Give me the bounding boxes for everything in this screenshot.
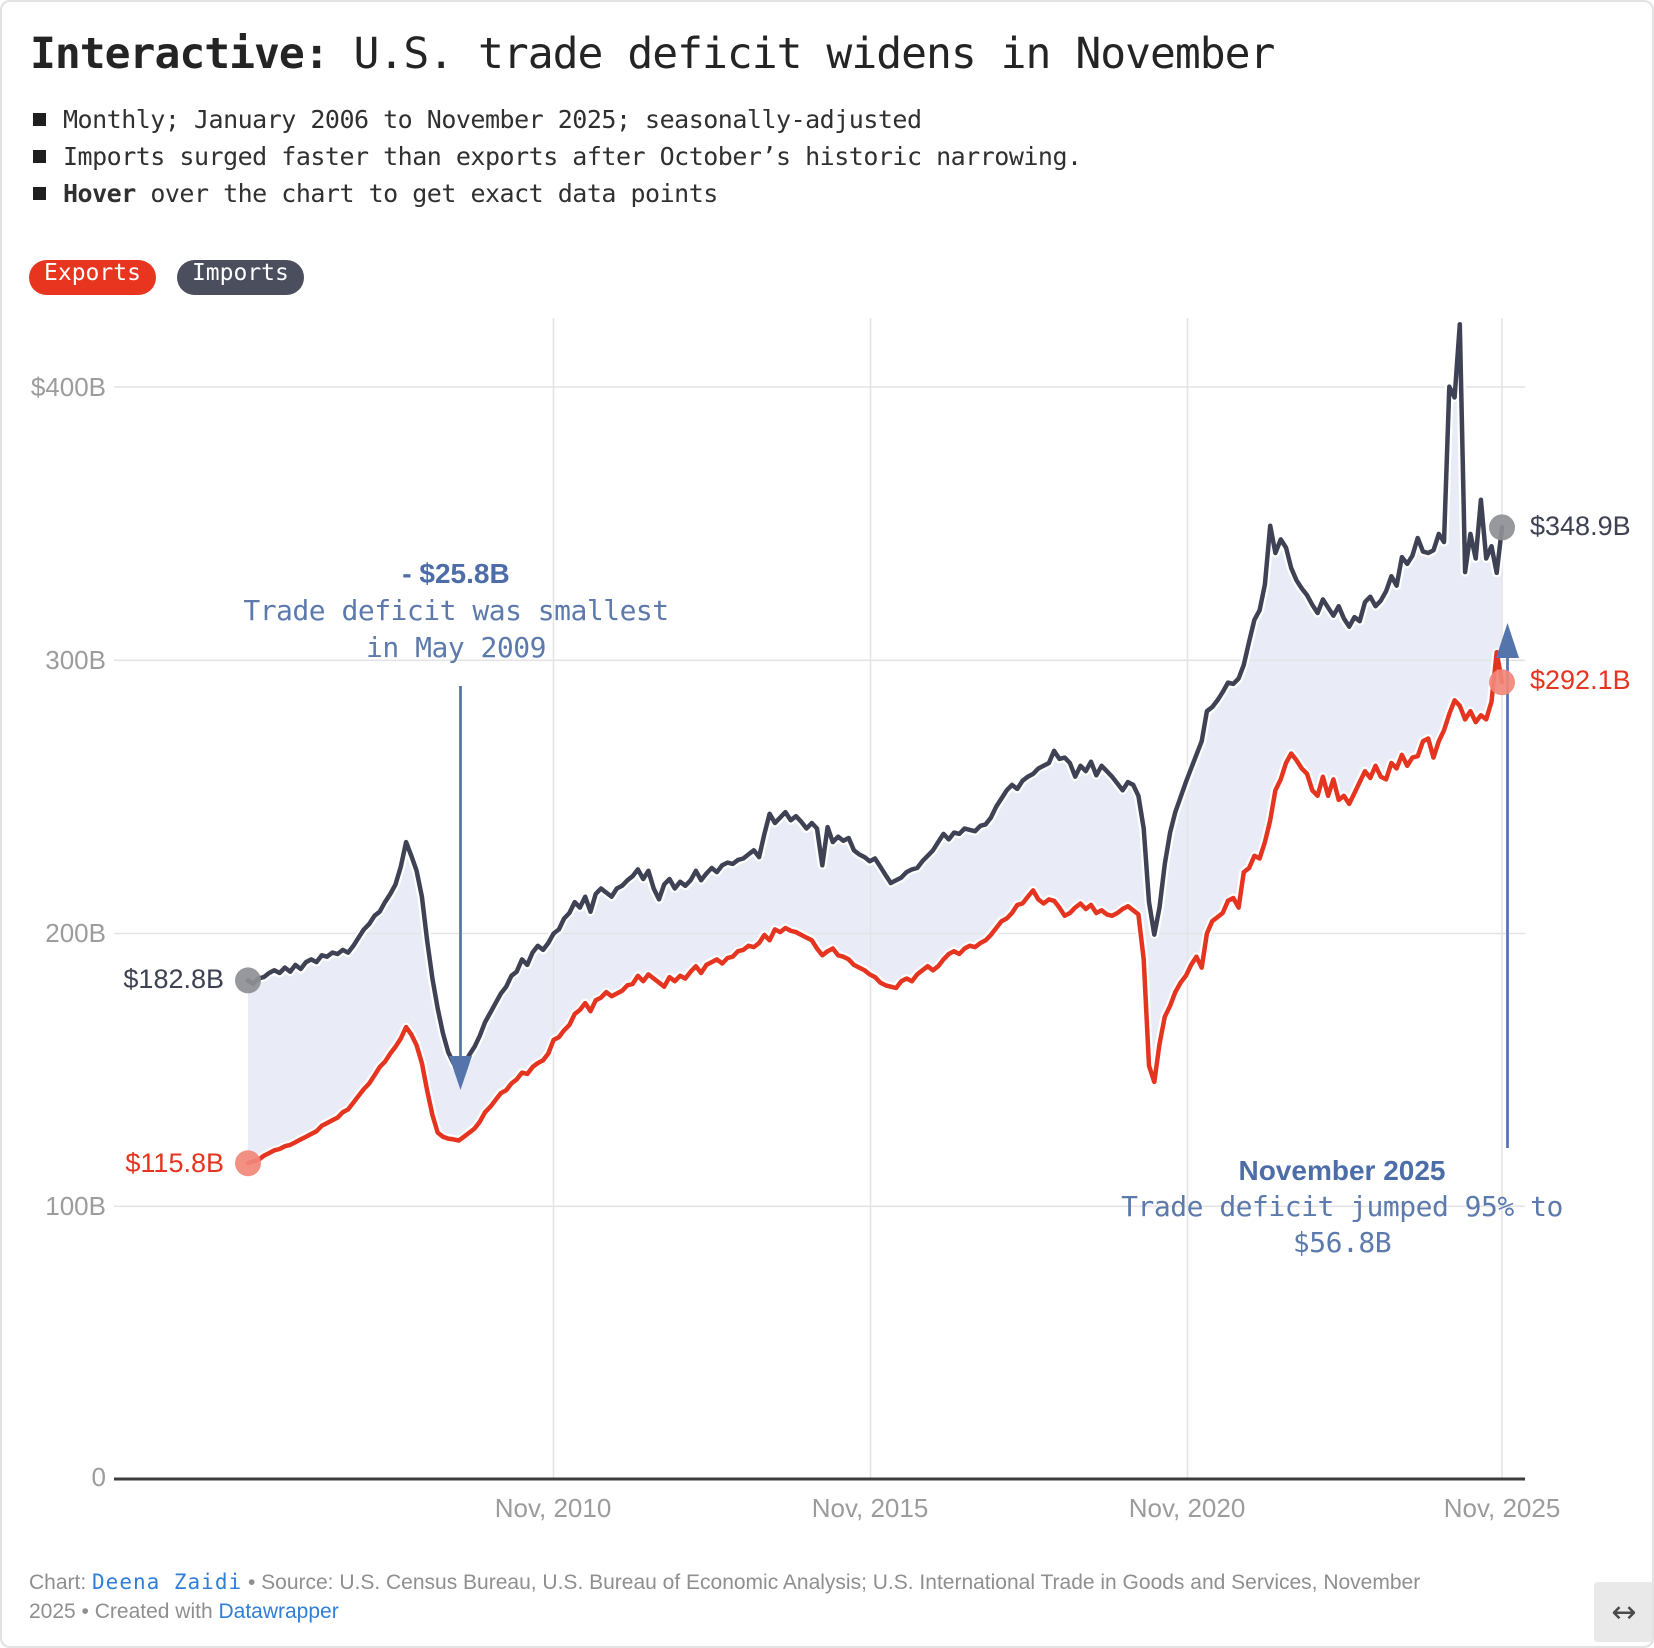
exports-end-dot <box>1489 669 1515 696</box>
annotation-arrow-down-may2009 <box>449 686 472 1090</box>
annotation-arrow-up-nov2025 <box>1496 623 1519 1148</box>
gridlines <box>114 318 1525 1479</box>
square-bullet-icon <box>33 187 46 200</box>
title-rest: U.S. trade deficit widens in November <box>328 29 1276 79</box>
title-lead: Interactive: <box>30 29 330 79</box>
imports-start-dot <box>235 967 261 994</box>
exports-line <box>245 650 1505 1166</box>
imports-start-label: $182.8B <box>123 964 224 994</box>
resize-arrows-icon: ↔ <box>1611 1594 1637 1630</box>
bullet-item: Hover over the chart to get exact data p… <box>33 175 1082 212</box>
annotation-nov2025: November 2025 Trade deficit jumped 95% t… <box>1082 1153 1602 1261</box>
imports-end-dot <box>1489 514 1515 541</box>
annotation-may2009: - $25.8B Trade deficit was smallest in M… <box>206 555 706 666</box>
legend-pill-imports[interactable]: Imports <box>176 260 304 295</box>
footer-attribution: Chart: Deena Zaidi • Source: U.S. Census… <box>29 1568 1579 1626</box>
annotation-line: in May 2009 <box>366 631 546 664</box>
annotation-headline: - $25.8B <box>402 558 510 589</box>
deficit-area-fill <box>248 324 1502 1164</box>
x-tick-nov2015: Nov, 2015 <box>811 1493 929 1523</box>
bullet-item: Monthly; January 2006 to November 2025; … <box>33 101 1082 138</box>
bullet-text: Imports surged faster than exports after… <box>63 142 1082 171</box>
legend-pill-exports[interactable]: Exports <box>29 260 156 295</box>
y-tick-0: 0 <box>91 1462 106 1492</box>
page-title: Interactive: U.S. trade deficit widens i… <box>30 28 1590 80</box>
datawrapper-link[interactable]: Datawrapper <box>218 1600 339 1623</box>
legend: Exports Imports <box>29 260 304 295</box>
exports-start-label: $115.8B <box>125 1148 224 1178</box>
description-bullets: Monthly; January 2006 to November 2025; … <box>33 101 1082 212</box>
annotation-line: $56.8B <box>1292 1226 1392 1259</box>
footer-text: 2025 • Created with <box>29 1600 219 1623</box>
x-tick-nov2010: Nov, 2010 <box>494 1493 612 1523</box>
y-tick-300: 300B <box>45 645 106 675</box>
annotation-line: Trade deficit jumped 95% to <box>1121 1190 1563 1223</box>
footer-source-text: • Source: U.S. Census Bureau, U.S. Burea… <box>242 1571 1421 1594</box>
square-bullet-icon <box>33 113 46 126</box>
bullet-text: Monthly; January 2006 to November 2025; … <box>63 105 922 134</box>
resize-button[interactable]: ↔ <box>1594 1582 1652 1642</box>
footer-text: Chart: <box>29 1571 93 1594</box>
x-tick-nov2020: Nov, 2020 <box>1128 1493 1246 1523</box>
square-bullet-icon <box>33 150 46 163</box>
y-tick-100: 100B <box>45 1191 106 1221</box>
y-tick-400: $400B <box>30 372 106 402</box>
exports-end-label: $292.1B <box>1530 665 1631 695</box>
annotation-headline: November 2025 <box>1238 1155 1446 1186</box>
bullet-text: Hover over the chart to get exact data p… <box>63 179 718 208</box>
bullet-item: Imports surged faster than exports after… <box>33 138 1082 175</box>
annotation-line: Trade deficit was smallest <box>243 594 669 627</box>
exports-start-dot <box>235 1150 261 1177</box>
author-link[interactable]: Deena Zaidi <box>92 1570 243 1594</box>
y-tick-200: 200B <box>45 918 106 948</box>
x-tick-nov2025: Nov, 2025 <box>1443 1493 1561 1523</box>
imports-end-label: $348.9B <box>1530 511 1631 541</box>
